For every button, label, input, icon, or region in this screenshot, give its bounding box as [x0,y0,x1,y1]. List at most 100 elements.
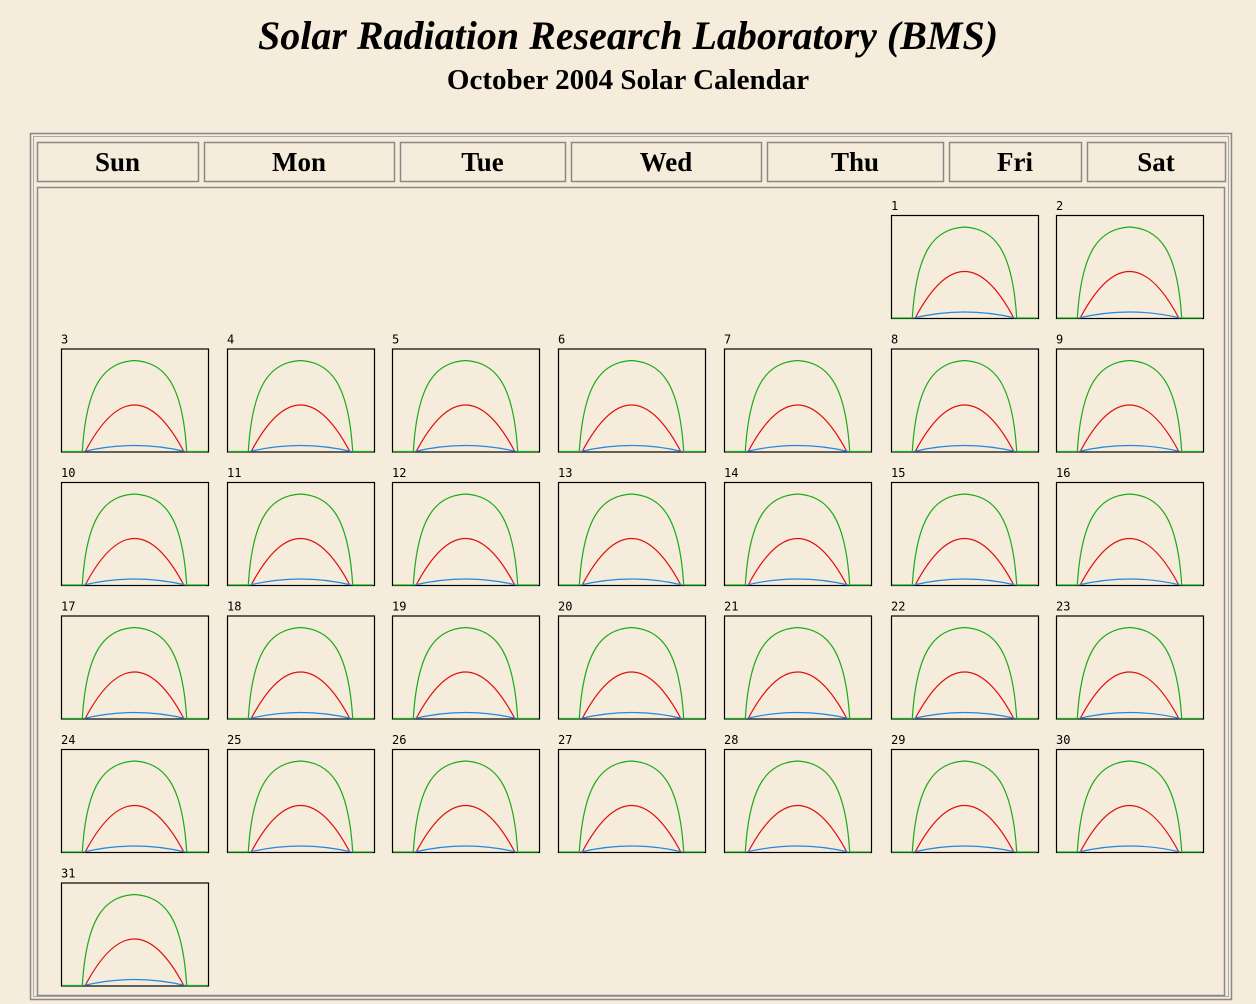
thumbnail-envelope [1057,226,1202,319]
thumbnail-envelope [559,626,704,720]
day-number: 24 [61,733,75,747]
thumbnail-direct [1079,270,1180,319]
thumbnail-envelope [725,359,870,453]
thumbnail-diffuse [913,311,1016,319]
thumbnail-diffuse [414,444,517,453]
thumbnail-diffuse [249,444,352,453]
thumbnail-envelope [725,493,870,586]
day-number: 5 [392,333,399,347]
day-plot-frame [226,748,376,854]
thumbnail-diffuse [580,845,683,853]
weekday-label: Wed [640,147,693,177]
page-subtitle: October 2004 Solar Calendar [446,64,810,96]
thumbnail-diffuse [249,578,352,586]
day-number: 21 [724,600,738,614]
thumbnail-envelope [228,493,373,586]
day-number: 28 [724,733,738,747]
day-number: 3 [61,333,68,347]
thumbnail-envelope [725,760,870,853]
day-plot-frame [1055,748,1205,854]
weekday-label: Mon [272,147,326,177]
thumbnail-direct [1079,671,1180,719]
thumbnail-direct [250,537,351,586]
day-plot-frame [723,748,873,854]
thumbnail-direct [415,804,516,853]
day-plot-frame [391,481,541,587]
day-plot-frame [723,481,873,587]
thumbnail-envelope [228,626,373,720]
thumbnail-envelope [393,760,538,853]
day-number: 13 [558,466,572,480]
day-plot-frame [60,481,210,587]
thumbnail-direct [415,671,516,719]
thumbnail-direct [914,537,1015,586]
thumbnail-direct [84,938,185,986]
thumbnail-diffuse [746,578,849,586]
page-title: Solar Radiation Research Laboratory (BMS… [257,13,999,58]
thumbnail-diffuse [746,845,849,853]
thumbnail-direct [581,537,682,586]
day-plot-frame [60,748,210,854]
day-plot-frame [1055,481,1205,587]
thumbnail-direct [747,404,848,452]
day-plot-frame [890,481,1040,587]
thumbnail-envelope [62,626,207,720]
day-plot-frame [557,615,707,720]
thumbnail-diffuse [580,711,683,720]
day-plot-frame [557,748,707,854]
thumbnail-diffuse [1078,711,1181,720]
thumbnail-direct [914,404,1015,452]
weekday-label: Sun [95,147,140,177]
day-number: 23 [1056,600,1070,614]
thumbnail-envelope [62,493,207,586]
day-plot-frame [60,615,210,720]
thumbnail-envelope [1057,626,1202,720]
thumbnail-direct [747,671,848,719]
day-plot-frame [557,481,707,587]
thumbnail-diffuse [1078,311,1181,319]
body-border [36,186,1226,997]
outer-border [29,132,1233,1001]
day-plot-frame [723,348,873,453]
thumbnail-diffuse [249,845,352,853]
thumbnail-envelope [393,359,538,453]
thumbnail-envelope [228,760,373,853]
day-plot-frame [226,481,376,587]
day-number: 15 [891,466,905,480]
thumbnail-envelope [559,359,704,453]
day-number: 1 [891,199,898,213]
thumbnail-envelope [559,493,704,586]
thumbnail-envelope [1057,359,1202,453]
thumbnail-diffuse [913,845,1016,853]
thumbnail-direct [250,671,351,719]
day-number: 22 [891,600,905,614]
day-plot-frame [60,348,210,453]
thumbnail-diffuse [83,444,186,453]
thumbnail-direct [415,537,516,586]
day-number: 26 [392,733,406,747]
weekday-cell [1086,141,1227,183]
thumbnail-envelope [892,226,1037,319]
day-plot-frame [226,615,376,720]
weekday-label: Sat [1137,147,1175,177]
thumbnail-direct [914,804,1015,853]
day-number: 11 [227,466,241,480]
day-plot-frame [890,214,1040,320]
thumbnail-diffuse [913,444,1016,453]
thumbnail-direct [1079,537,1180,586]
weekday-cell [36,141,200,183]
thumbnail-diffuse [913,578,1016,586]
weekday-cell [766,141,945,183]
day-plot-frame [1055,615,1205,720]
thumbnail-direct [747,537,848,586]
weekday-cell [399,141,567,183]
day-number: 4 [227,333,234,347]
day-plot-frame [557,348,707,453]
thumbnail-diffuse [580,578,683,586]
day-number: 8 [891,333,898,347]
thumbnail-direct [84,671,185,719]
day-plot-frame [60,882,210,987]
thumbnail-envelope [62,359,207,453]
